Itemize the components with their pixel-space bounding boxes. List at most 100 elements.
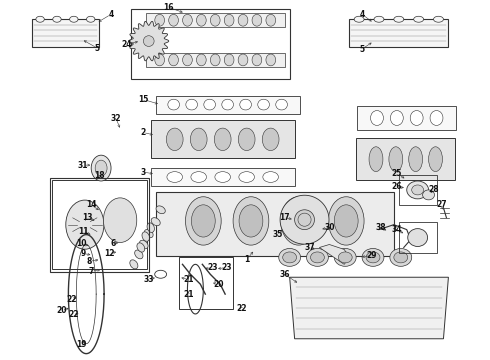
- Text: 22: 22: [237, 305, 247, 314]
- Text: 37: 37: [304, 243, 315, 252]
- Ellipse shape: [210, 54, 220, 66]
- Ellipse shape: [362, 248, 384, 266]
- Ellipse shape: [408, 229, 428, 247]
- Ellipse shape: [137, 243, 145, 252]
- Ellipse shape: [283, 252, 296, 263]
- Ellipse shape: [422, 190, 435, 200]
- Polygon shape: [151, 168, 294, 186]
- Polygon shape: [319, 244, 349, 264]
- Ellipse shape: [429, 147, 442, 172]
- Text: 17: 17: [279, 213, 290, 222]
- Text: 27: 27: [436, 200, 447, 209]
- Text: 34: 34: [392, 225, 402, 234]
- Ellipse shape: [252, 14, 262, 26]
- Ellipse shape: [190, 128, 207, 150]
- Text: 30: 30: [324, 223, 335, 232]
- Polygon shape: [356, 138, 455, 180]
- Text: 14: 14: [86, 200, 97, 209]
- Polygon shape: [280, 195, 329, 244]
- Text: 5: 5: [95, 44, 99, 53]
- Text: 21: 21: [183, 275, 194, 284]
- Ellipse shape: [192, 205, 215, 237]
- Text: 7: 7: [89, 267, 94, 276]
- Text: 9: 9: [81, 249, 86, 258]
- Text: 12: 12: [104, 249, 114, 258]
- Bar: [51, 180, 147, 269]
- Ellipse shape: [263, 172, 278, 183]
- Ellipse shape: [169, 14, 178, 26]
- Text: 22: 22: [68, 310, 78, 319]
- Ellipse shape: [389, 147, 403, 172]
- Text: 23: 23: [221, 263, 231, 272]
- Ellipse shape: [281, 197, 317, 245]
- Text: 11: 11: [78, 227, 89, 236]
- Text: 35: 35: [272, 230, 283, 239]
- Text: 19: 19: [76, 340, 87, 349]
- Ellipse shape: [410, 111, 423, 125]
- Ellipse shape: [224, 14, 234, 26]
- Ellipse shape: [95, 160, 107, 176]
- Ellipse shape: [86, 16, 95, 22]
- Text: 8: 8: [87, 257, 92, 266]
- Ellipse shape: [186, 99, 197, 110]
- Polygon shape: [32, 19, 99, 47]
- Ellipse shape: [434, 16, 443, 22]
- Ellipse shape: [166, 128, 183, 150]
- Ellipse shape: [155, 54, 165, 66]
- Ellipse shape: [298, 213, 311, 226]
- Bar: [399, 222, 437, 253]
- Polygon shape: [146, 13, 285, 27]
- Ellipse shape: [156, 206, 165, 214]
- Text: 33: 33: [144, 275, 154, 284]
- Ellipse shape: [130, 260, 138, 269]
- Ellipse shape: [168, 99, 179, 110]
- Text: 29: 29: [367, 251, 377, 260]
- Ellipse shape: [294, 210, 315, 230]
- Ellipse shape: [328, 197, 364, 245]
- Text: 5: 5: [360, 45, 365, 54]
- Ellipse shape: [185, 197, 221, 245]
- Ellipse shape: [391, 111, 403, 125]
- Ellipse shape: [311, 252, 324, 263]
- Text: 15: 15: [139, 95, 149, 104]
- Ellipse shape: [238, 14, 248, 26]
- Ellipse shape: [394, 16, 404, 22]
- Ellipse shape: [142, 232, 149, 241]
- Polygon shape: [156, 192, 394, 256]
- Ellipse shape: [183, 54, 192, 66]
- Ellipse shape: [233, 197, 269, 245]
- Ellipse shape: [258, 99, 270, 110]
- Ellipse shape: [53, 16, 61, 22]
- Ellipse shape: [412, 185, 424, 195]
- Ellipse shape: [210, 14, 220, 26]
- Ellipse shape: [36, 16, 44, 22]
- Polygon shape: [349, 19, 448, 47]
- Ellipse shape: [70, 16, 78, 22]
- Text: 24: 24: [122, 40, 132, 49]
- Ellipse shape: [66, 200, 104, 249]
- Ellipse shape: [252, 54, 262, 66]
- Ellipse shape: [369, 147, 383, 172]
- Ellipse shape: [334, 248, 356, 266]
- Ellipse shape: [390, 248, 412, 266]
- Ellipse shape: [147, 223, 154, 233]
- Text: 3: 3: [140, 167, 146, 176]
- Text: 32: 32: [111, 114, 121, 123]
- Ellipse shape: [222, 99, 233, 110]
- Bar: [178, 257, 233, 309]
- Text: 36: 36: [279, 270, 290, 279]
- Ellipse shape: [167, 172, 182, 183]
- Ellipse shape: [135, 250, 143, 259]
- Text: 20: 20: [213, 280, 223, 289]
- Ellipse shape: [374, 16, 384, 22]
- Ellipse shape: [214, 128, 231, 150]
- Text: 25: 25: [392, 168, 402, 177]
- Ellipse shape: [196, 54, 206, 66]
- Ellipse shape: [144, 36, 154, 46]
- Ellipse shape: [204, 99, 216, 110]
- Text: 4: 4: [108, 10, 114, 19]
- Text: 31: 31: [78, 161, 89, 170]
- Ellipse shape: [238, 128, 255, 150]
- Ellipse shape: [287, 202, 322, 238]
- Ellipse shape: [366, 252, 380, 263]
